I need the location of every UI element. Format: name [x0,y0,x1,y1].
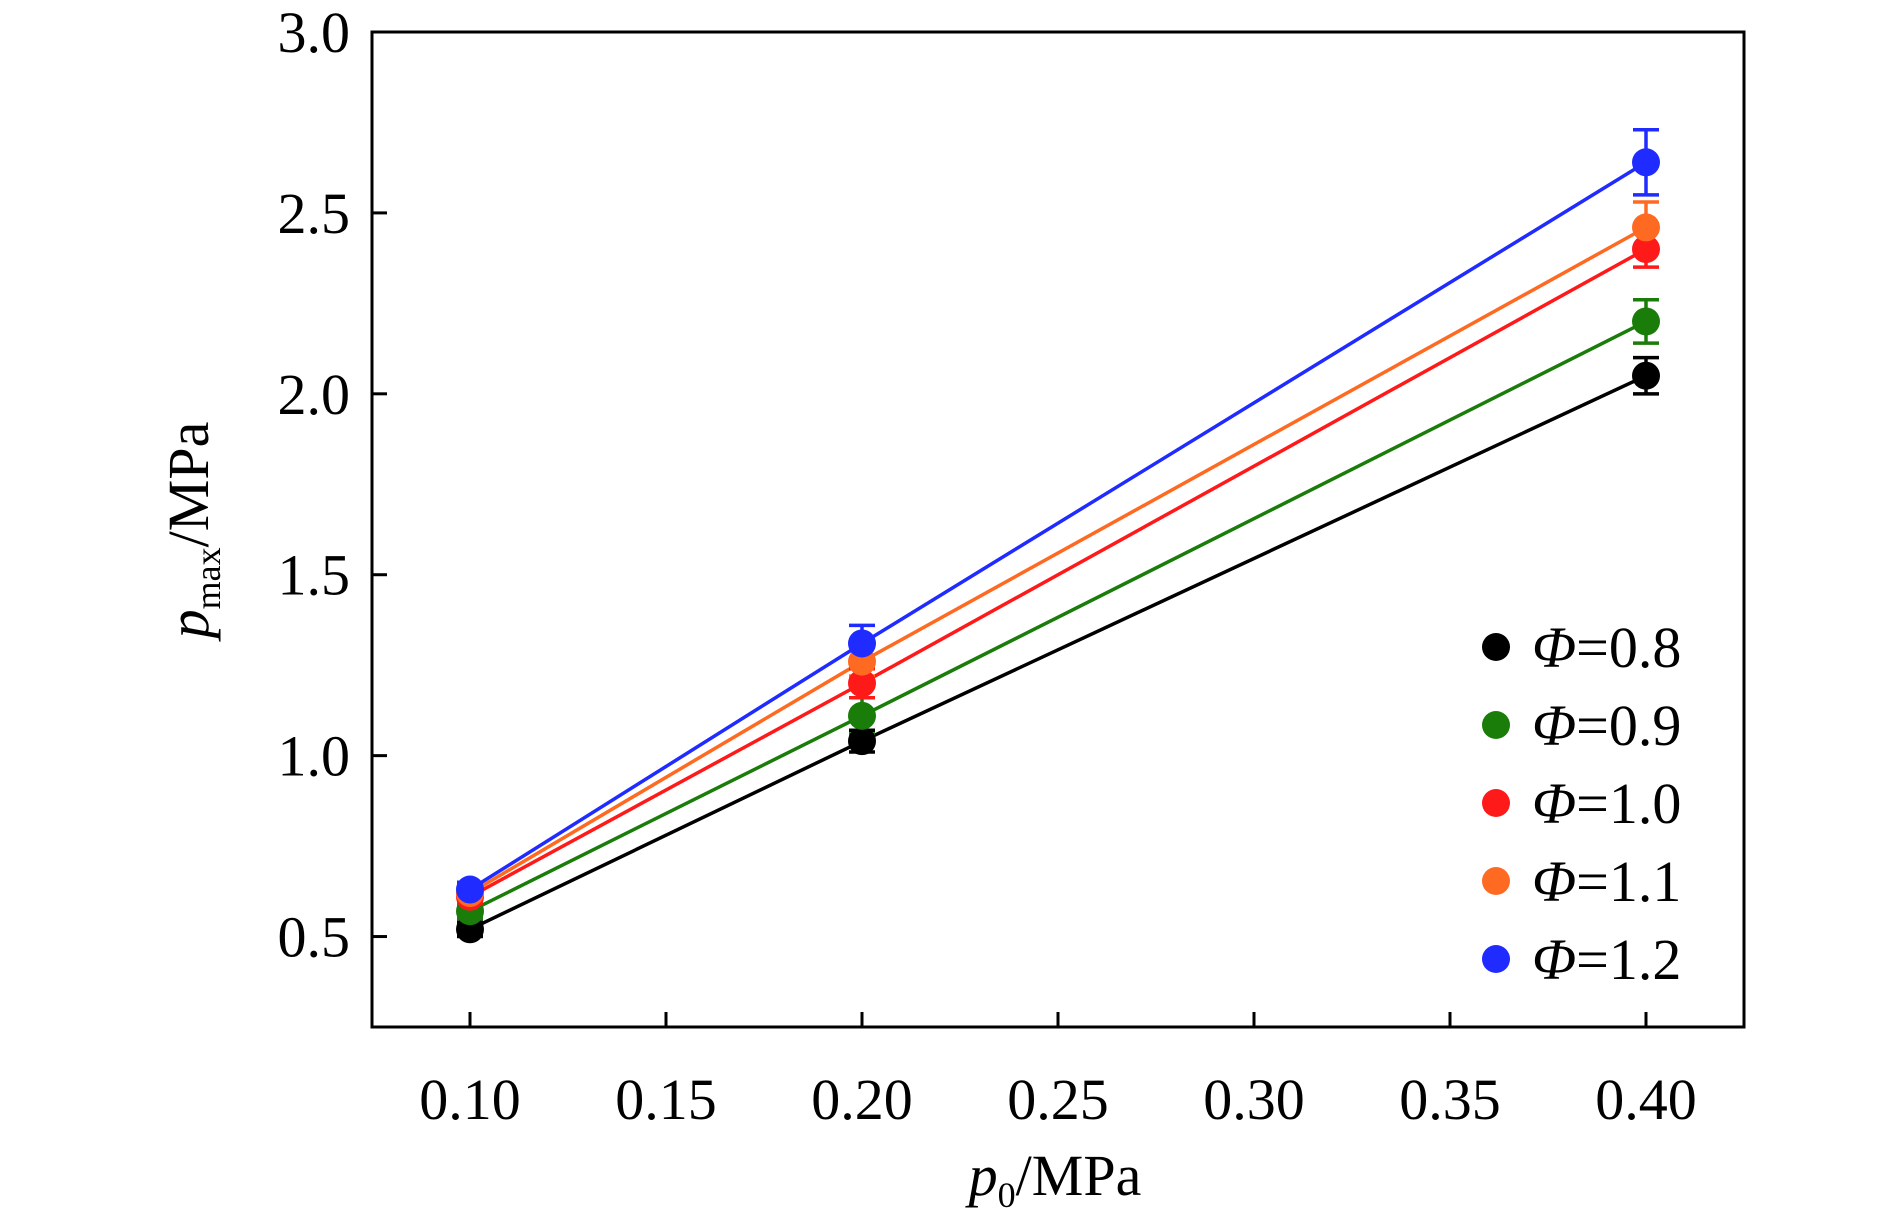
x-tick-label: 0.15 [615,1067,717,1132]
legend-marker [1482,711,1510,739]
y-tick-label: 2.5 [278,181,351,246]
data-point [1632,307,1660,336]
x-tick-label: 0.35 [1399,1067,1501,1132]
legend-label: Φ=1.2 [1532,927,1681,992]
y-tick-label: 2.0 [278,362,351,427]
x-tick-label: 0.25 [1007,1067,1109,1132]
fit-line [469,160,1647,891]
legend-label: Φ=0.9 [1532,693,1681,758]
y-tick-label: 0.5 [278,905,351,970]
error-bars [457,127,1659,939]
data-point [1632,213,1660,242]
y-tick-label: 3.0 [278,0,351,65]
legend-label: Φ=1.1 [1532,849,1681,914]
data-point [848,727,876,756]
data-point [848,629,876,658]
fit-line [469,247,1647,899]
data-points [456,148,1660,944]
y-tick-label: 1.5 [278,543,351,608]
x-axis-ticks: 0.10 0.15 0.20 0.25 0.30 0.35 0.40 [419,1012,1697,1132]
fit-line [469,319,1647,913]
fit-line [469,225,1647,895]
y-axis-ticks: 0.5 1.0 1.5 2.0 2.5 3.0 [278,0,387,970]
legend-label: Φ=0.8 [1532,615,1681,680]
fit-line [469,374,1647,931]
legend: Φ=0.8 Φ=0.9 Φ=1.0 Φ=1.1 Φ=1.2 [1482,615,1681,992]
data-point [1632,235,1660,264]
legend-marker [1482,945,1510,973]
fit-lines [469,160,1647,931]
x-axis-label: p0/MPa [965,1143,1142,1215]
x-tick-label: 0.30 [1203,1067,1305,1132]
data-point [848,701,876,730]
data-point [456,875,484,904]
data-point [1632,148,1660,177]
x-tick-label: 0.40 [1595,1067,1697,1132]
y-axis-label: pmax/MPa [156,422,228,643]
legend-marker [1482,633,1510,661]
legend-marker [1482,867,1510,895]
data-point [848,669,876,698]
x-tick-label: 0.10 [419,1067,521,1132]
y-tick-label: 1.0 [278,724,351,789]
data-point [1632,361,1660,390]
legend-label: Φ=1.0 [1532,771,1681,836]
legend-marker [1482,789,1510,817]
x-tick-label: 0.20 [811,1067,913,1132]
